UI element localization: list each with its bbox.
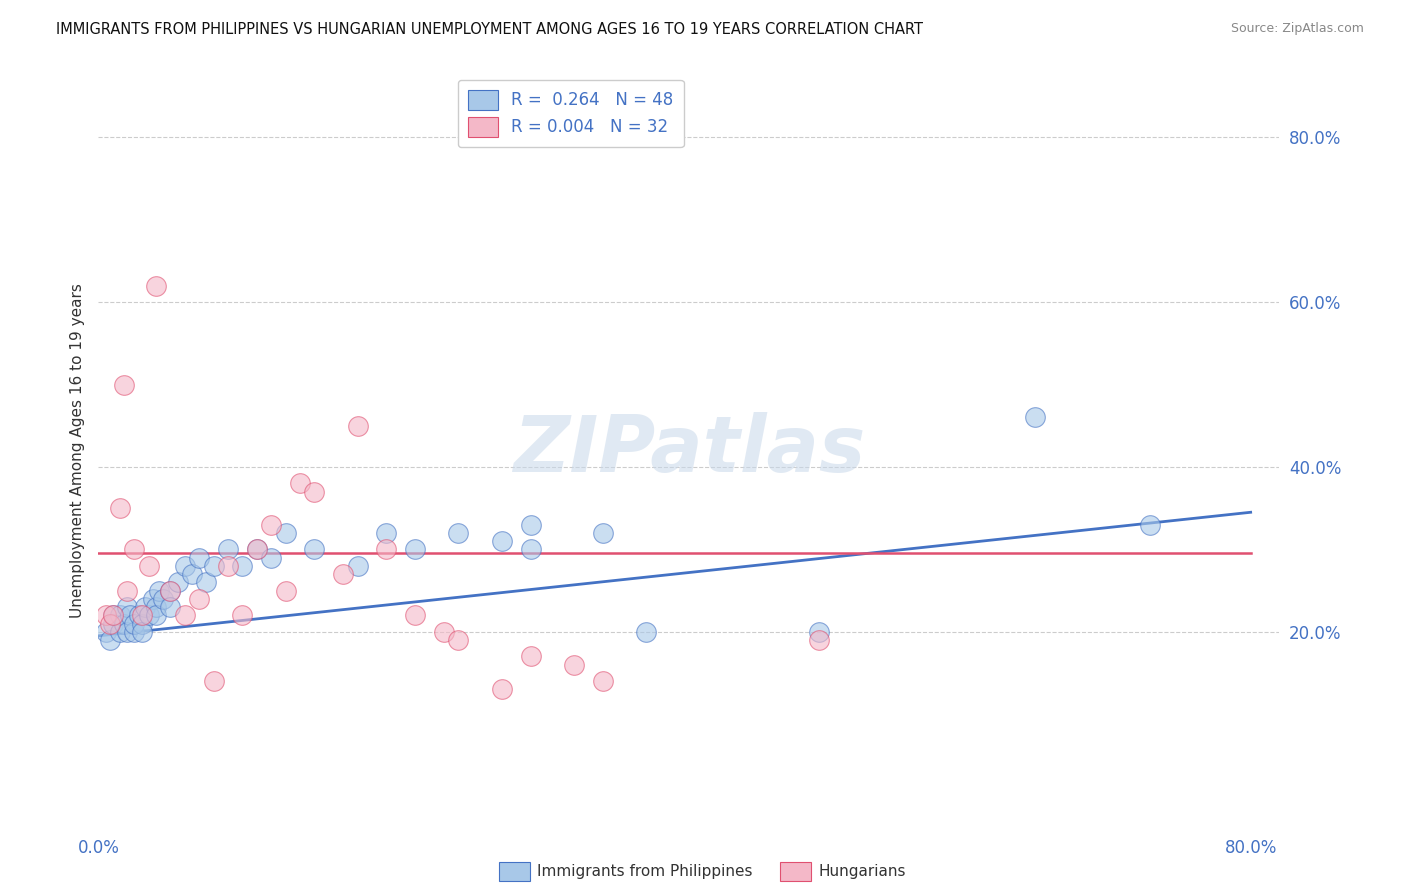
Point	[159, 583, 181, 598]
Point	[519, 517, 541, 532]
Point	[124, 624, 146, 639]
Point	[108, 501, 131, 516]
Point	[447, 633, 470, 648]
Point	[145, 600, 167, 615]
Text: Hungarians: Hungarians	[818, 864, 905, 879]
Point	[274, 525, 297, 540]
Point	[807, 624, 830, 639]
Point	[98, 616, 121, 631]
Point	[145, 608, 167, 623]
Point	[159, 600, 181, 615]
Point	[138, 608, 160, 623]
Point	[152, 591, 174, 606]
Point	[115, 624, 138, 639]
Point	[101, 616, 124, 631]
Point	[346, 558, 368, 573]
Point	[288, 476, 311, 491]
Point	[231, 558, 253, 573]
Point	[260, 550, 283, 565]
Point	[173, 558, 195, 573]
Point	[519, 649, 541, 664]
Point	[1139, 517, 1161, 532]
Text: IMMIGRANTS FROM PHILIPPINES VS HUNGARIAN UNEMPLOYMENT AMONG AGES 16 TO 19 YEARS : IMMIGRANTS FROM PHILIPPINES VS HUNGARIAN…	[56, 22, 924, 37]
Point	[128, 608, 150, 623]
Point	[375, 542, 398, 557]
Point	[166, 575, 188, 590]
Text: Immigrants from Philippines: Immigrants from Philippines	[537, 864, 752, 879]
Point	[304, 542, 326, 557]
Point	[112, 377, 135, 392]
Point	[202, 558, 225, 573]
Point	[375, 525, 398, 540]
Point	[181, 567, 204, 582]
Point	[101, 608, 124, 623]
Point	[217, 542, 239, 557]
Point	[231, 608, 253, 623]
Point	[195, 575, 218, 590]
Point	[101, 608, 124, 623]
Point	[188, 550, 211, 565]
Y-axis label: Unemployment Among Ages 16 to 19 years: Unemployment Among Ages 16 to 19 years	[69, 283, 84, 618]
Point	[807, 633, 830, 648]
Point	[634, 624, 657, 639]
Point	[145, 278, 167, 293]
Point	[304, 484, 326, 499]
Point	[131, 616, 153, 631]
Point	[120, 608, 142, 623]
Point	[491, 682, 513, 697]
Point	[94, 624, 117, 639]
Point	[134, 600, 156, 615]
Point	[260, 517, 283, 532]
Point	[159, 583, 181, 598]
Point	[246, 542, 269, 557]
Point	[173, 608, 195, 623]
Point	[433, 624, 456, 639]
Point	[138, 558, 160, 573]
Point	[246, 542, 269, 557]
Point	[592, 674, 614, 689]
Point	[108, 608, 131, 623]
Text: ZIPatlas: ZIPatlas	[513, 412, 865, 489]
Point	[592, 525, 614, 540]
Point	[115, 600, 138, 615]
Point	[115, 583, 138, 598]
Point	[491, 534, 513, 549]
Point	[447, 525, 470, 540]
Point	[1024, 410, 1046, 425]
Point	[124, 616, 146, 631]
Point	[131, 608, 153, 623]
Point	[131, 624, 153, 639]
Point	[332, 567, 354, 582]
Point	[274, 583, 297, 598]
Point	[519, 542, 541, 557]
Point	[562, 657, 585, 672]
Point	[124, 542, 146, 557]
Point	[112, 616, 135, 631]
Point	[346, 418, 368, 433]
Legend: R =  0.264   N = 48, R = 0.004   N = 32: R = 0.264 N = 48, R = 0.004 N = 32	[458, 79, 683, 147]
Point	[404, 542, 426, 557]
Text: Source: ZipAtlas.com: Source: ZipAtlas.com	[1230, 22, 1364, 36]
Point	[108, 624, 131, 639]
Point	[98, 633, 121, 648]
Point	[404, 608, 426, 623]
Point	[148, 583, 170, 598]
Point	[217, 558, 239, 573]
Point	[188, 591, 211, 606]
Point	[202, 674, 225, 689]
Point	[94, 608, 117, 623]
Point	[142, 591, 165, 606]
